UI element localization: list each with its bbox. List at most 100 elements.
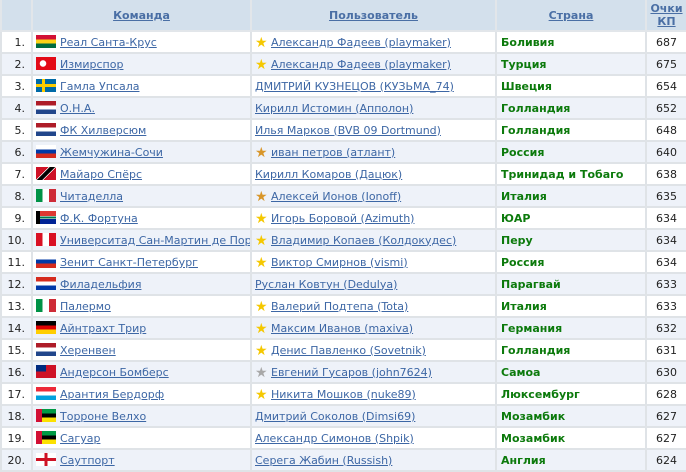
- points: 635: [645, 184, 686, 208]
- points-header[interactable]: Очки КП: [645, 0, 686, 32]
- team-cell: Андерсон Бомберс: [31, 360, 252, 384]
- user-cell: ДМИТРИЙ КУЗНЕЦОВ (КУЗЬМА_74): [250, 74, 497, 98]
- rank: 4.: [0, 96, 33, 120]
- rank: 18.: [0, 404, 33, 428]
- sort-country-link[interactable]: Страна: [548, 8, 594, 22]
- team-link[interactable]: Зенит Санкт-Петербург: [60, 256, 198, 269]
- team-header[interactable]: Команда: [31, 0, 252, 32]
- gold-star-icon: ★: [255, 34, 268, 51]
- team-link[interactable]: Измирспор: [60, 58, 124, 71]
- user-link[interactable]: Серега Жабин (Russish): [255, 453, 393, 467]
- user-cell: Серега Жабин (Russish): [250, 448, 497, 472]
- user-link[interactable]: Кирилл Комаров (Дацюк): [255, 167, 403, 181]
- table-row: 4. О.Н.А. Кирилл Истомин (Апполон) Голла…: [0, 96, 686, 120]
- user-link[interactable]: Дмитрий Соколов (Dimsi69): [255, 409, 416, 423]
- team-cell: Реал Санта-Крус: [31, 30, 252, 54]
- table-row: 10. Университад Сан-Мартин де Порр ★ Влад…: [0, 228, 686, 252]
- country: ЮАР: [495, 206, 647, 230]
- netherlands-flag-icon: [36, 343, 56, 356]
- team-cell: О.Н.А.: [31, 96, 252, 120]
- team-link[interactable]: Арантия Бердорф: [60, 388, 165, 401]
- team-link[interactable]: Саутпорт: [60, 454, 115, 467]
- user-cell: ★ Алексей Ионов (Ionoff): [250, 184, 497, 208]
- table-row: 6. Жемчужина-Сочи ★ иван петров (атлант) …: [0, 140, 686, 164]
- trinidad-flag-icon: [36, 167, 56, 180]
- sort-team-link[interactable]: Команда: [113, 8, 170, 22]
- rank: 10.: [0, 228, 33, 252]
- country-header[interactable]: Страна: [495, 0, 647, 32]
- user-link[interactable]: Валерий Подтепа (Tota): [271, 299, 409, 313]
- team-cell: Саутпорт: [31, 448, 252, 472]
- user-link[interactable]: Александр Фадеев (playmaker): [271, 35, 451, 49]
- table-row: 7. Майаро Спёрс Кирилл Комаров (Дацюк) Т…: [0, 162, 686, 186]
- russia-flag-icon: [36, 145, 56, 158]
- team-link[interactable]: Филадельфия: [60, 278, 142, 291]
- table-row: 9. Ф.К. Фортуна ★ Игорь Боровой (Azimuth)…: [0, 206, 686, 230]
- team-link[interactable]: Айнтрахт Трир: [60, 322, 147, 335]
- team-cell: Филадельфия: [31, 272, 252, 296]
- user-link[interactable]: ДМИТРИЙ КУЗНЕЦОВ (КУЗЬМА_74): [255, 79, 454, 93]
- country: Боливия: [495, 30, 647, 54]
- sort-points-link[interactable]: Очки КП: [650, 2, 683, 28]
- sort-user-link[interactable]: Пользователь: [329, 8, 418, 22]
- silver-star-icon: ★: [255, 364, 268, 381]
- rank: 12.: [0, 272, 33, 296]
- table-row: 8. Читаделла ★ Алексей Ионов (Ionoff) Ита…: [0, 184, 686, 208]
- team-link[interactable]: Палермо: [60, 300, 111, 313]
- user-link[interactable]: Денис Павленко (Sovetnik): [271, 343, 426, 357]
- country: Голландия: [495, 118, 647, 142]
- peru-flag-icon: [36, 233, 56, 246]
- team-link[interactable]: Сагуар: [60, 432, 101, 445]
- points: 634: [645, 250, 686, 274]
- team-link[interactable]: Читаделла: [60, 190, 124, 203]
- rank: 15.: [0, 338, 33, 362]
- team-link[interactable]: Андерсон Бомберс: [60, 366, 169, 379]
- country: Тринидад и Тобаго: [495, 162, 647, 186]
- team-link[interactable]: Майаро Спёрс: [60, 168, 143, 181]
- user-link[interactable]: Алексей Ионов (Ionoff): [271, 189, 402, 203]
- points: 630: [645, 360, 686, 384]
- gold-star-icon: ★: [255, 298, 268, 315]
- country: Россия: [495, 250, 647, 274]
- country: Перу: [495, 228, 647, 252]
- team-link[interactable]: О.Н.А.: [60, 102, 95, 115]
- user-link[interactable]: Никита Мошков (nuke89): [271, 387, 416, 401]
- user-cell: ★ Максим Иванов (maxiva): [250, 316, 497, 340]
- user-link[interactable]: Кирилл Истомин (Апполон): [255, 101, 414, 115]
- user-link[interactable]: Максим Иванов (maxiva): [271, 321, 414, 335]
- points: 648: [645, 118, 686, 142]
- user-link[interactable]: Игорь Боровой (Azimuth): [271, 211, 415, 225]
- user-link[interactable]: иван петров (атлант): [271, 145, 396, 159]
- table-row: 5. ФК Хилверсюм Илья Марков (BVB 09 Dort…: [0, 118, 686, 142]
- team-link[interactable]: Жемчужина-Сочи: [60, 146, 163, 159]
- user-link[interactable]: Александр Симонов (Shpik): [255, 431, 414, 445]
- user-link[interactable]: Виктор Смирнов (vismi): [271, 255, 408, 269]
- team-link[interactable]: Реал Санта-Крус: [60, 36, 157, 49]
- table-row: 15. Херенвен ★ Денис Павленко (Sovetnik) …: [0, 338, 686, 362]
- team-link[interactable]: Гамла Упсала: [60, 80, 140, 93]
- team-link[interactable]: ФК Хилверсюм: [60, 124, 147, 137]
- rank-header: [0, 0, 33, 32]
- points: 624: [645, 448, 686, 472]
- team-link[interactable]: Торроне Велхо: [60, 410, 147, 423]
- team-link[interactable]: Университад Сан-Мартин де Порр: [60, 234, 251, 247]
- country: Италия: [495, 294, 647, 318]
- team-link[interactable]: Ф.К. Фортуна: [60, 212, 138, 225]
- ghana-flag-icon: [36, 35, 56, 48]
- mozambique-flag-icon: [36, 431, 56, 444]
- team-cell: Торроне Велхо: [31, 404, 252, 428]
- netherlands-flag-icon: [36, 123, 56, 136]
- user-cell: ★ Никита Мошков (nuke89): [250, 382, 497, 406]
- table-row: 14. Айнтрахт Трир ★ Максим Иванов (maxiva…: [0, 316, 686, 340]
- points: 627: [645, 404, 686, 428]
- user-link[interactable]: Александр Фадеев (playmaker): [271, 57, 451, 71]
- user-link[interactable]: Владимир Копаев (Колдокудес): [271, 233, 457, 247]
- table-row: 11. Зенит Санкт-Петербург ★ Виктор Смирно…: [0, 250, 686, 274]
- user-link[interactable]: Руслан Ковтун (Dedulya): [255, 277, 398, 291]
- user-header[interactable]: Пользователь: [250, 0, 497, 32]
- table-row: 16. Андерсон Бомберс ★ Евгений Гусаров (j…: [0, 360, 686, 384]
- user-link[interactable]: Илья Марков (BVB 09 Dortmund): [255, 123, 441, 137]
- user-link[interactable]: Евгений Гусаров (john7624): [271, 365, 432, 379]
- points: 687: [645, 30, 686, 54]
- team-link[interactable]: Херенвен: [60, 344, 116, 357]
